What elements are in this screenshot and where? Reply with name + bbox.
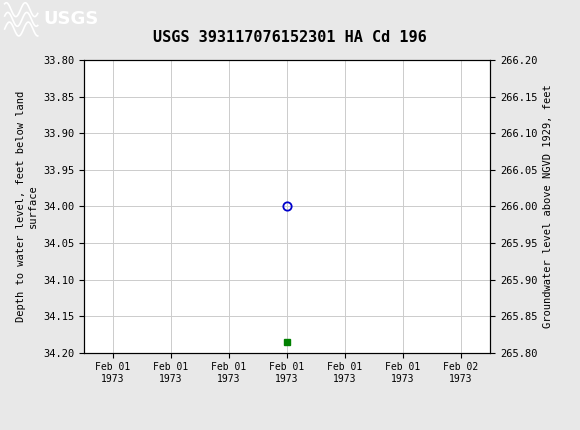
Text: USGS 393117076152301 HA Cd 196: USGS 393117076152301 HA Cd 196 [153,30,427,45]
Text: USGS: USGS [44,10,99,28]
Y-axis label: Depth to water level, feet below land
surface: Depth to water level, feet below land su… [16,91,38,322]
Y-axis label: Groundwater level above NGVD 1929, feet: Groundwater level above NGVD 1929, feet [543,85,553,328]
